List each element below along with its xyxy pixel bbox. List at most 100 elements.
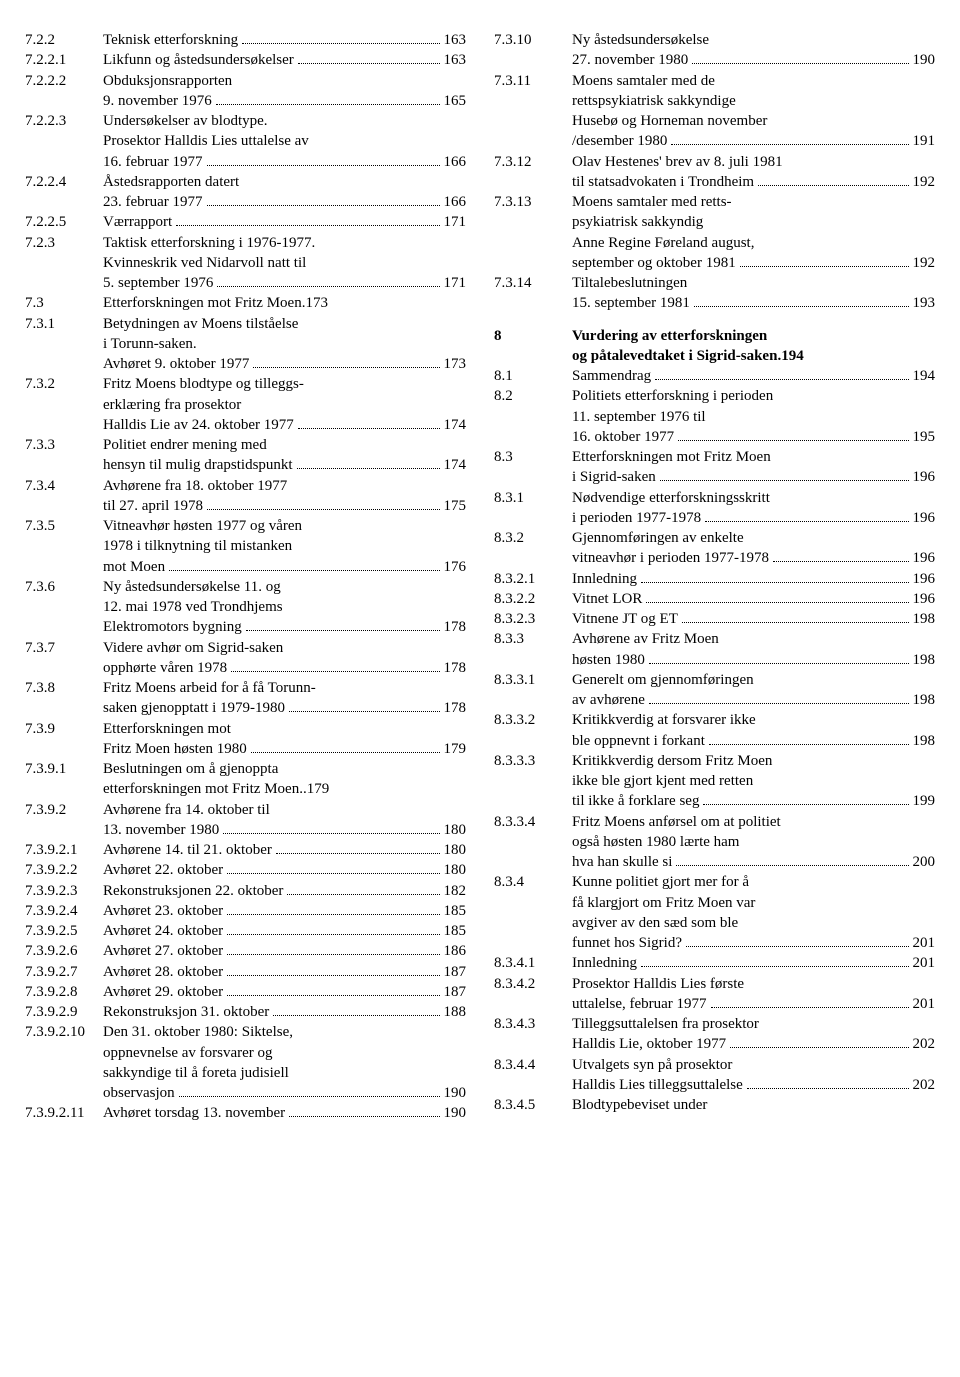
toc-text-wrap: Avhøret 24. oktober 185	[103, 921, 466, 941]
toc-line: Gjennomføringen av enkelte	[572, 528, 935, 548]
toc-line: rettspsykiatrisk sakkyndige	[572, 91, 935, 111]
toc-number: 7.3.8	[25, 678, 103, 698]
toc-line: få klargjort om Fritz Moen var	[572, 893, 935, 913]
toc-entry: 8.3Etterforskningen mot Fritz Moeni Sigr…	[494, 447, 935, 488]
toc-title: Kvinneskrik ved Nidarvoll natt til	[103, 253, 306, 273]
toc-line: Etterforskningen mot	[103, 719, 466, 739]
toc-number: 7.3.11	[494, 71, 572, 91]
toc-text-wrap: Kritikkverdig at forsvarer ikkeble oppne…	[572, 710, 935, 751]
toc-page: 163	[444, 50, 467, 70]
toc-line: 9. november 1976 165	[103, 91, 466, 111]
toc-page: 200	[913, 852, 936, 872]
toc-line: Elektromotors bygning 178	[103, 617, 466, 637]
toc-line: Beslutningen om å gjenoppta	[103, 759, 466, 779]
toc-entry: 7.3.9.2.3Rekonstruksjonen 22. oktober 18…	[25, 881, 466, 901]
toc-entry: 8.3.2.3Vitnene JT og ET 198	[494, 609, 935, 629]
toc-page: 179	[307, 779, 330, 799]
toc-leader-dots	[740, 266, 909, 267]
toc-title: vitneavhør i perioden 1977-1978	[572, 548, 769, 568]
toc-leader-dots	[227, 934, 439, 935]
toc-text-wrap: Beslutningen om å gjenopptaetterforsknin…	[103, 759, 466, 800]
toc-leader-dots	[297, 468, 440, 469]
toc-line: Ny åstedsundersøkelse	[572, 30, 935, 50]
toc-text-wrap: Teknisk etterforskning 163	[103, 30, 466, 50]
toc-entry: 7.3.10Ny åstedsundersøkelse27. november …	[494, 30, 935, 71]
toc-line: Husebø og Horneman november	[572, 111, 935, 131]
toc-entry: 8.2Politiets etterforskning i perioden11…	[494, 386, 935, 447]
toc-number: 8.3.4.4	[494, 1055, 572, 1075]
toc-line: Vurdering av etterforskningen	[572, 326, 935, 346]
toc-line: Anne Regine Føreland august,	[572, 233, 935, 253]
toc-text-wrap: Etterforskningen mot Fritz Moen. 173	[103, 293, 466, 313]
toc-number: 8.3.4.2	[494, 974, 572, 994]
toc-number: 7.2.2.5	[25, 212, 103, 232]
toc-text-wrap: Fritz Moens anførsel om at politietogså …	[572, 812, 935, 873]
toc-page: 180	[444, 840, 467, 860]
toc-line: ble oppnevnt i forkant 198	[572, 731, 935, 751]
toc-text-wrap: Olav Hestenes' brev av 8. juli 1981til s…	[572, 152, 935, 193]
toc-text-wrap: Undersøkelser av blodtype.Prosektor Hall…	[103, 111, 466, 172]
toc-text-wrap: Rekonstruksjonen 22. oktober 182	[103, 881, 466, 901]
toc-title: Etterforskningen mot Fritz Moen	[103, 293, 302, 313]
toc-entry: 7.2.2.5Værrapport 171	[25, 212, 466, 232]
toc-title: Fritz Moens arbeid for å få Torunn-	[103, 678, 316, 698]
toc-title: Kunne politiet gjort mer for å	[572, 872, 749, 892]
toc-number: 7.3.4	[25, 476, 103, 496]
toc-line: Taktisk etterforskning i 1976-1977.	[103, 233, 466, 253]
toc-title: 5. september 1976	[103, 273, 213, 293]
toc-title: Vitneavhør høsten 1977 og våren	[103, 516, 302, 536]
toc-line: 23. februar 1977 166	[103, 192, 466, 212]
toc-line: Utvalgets syn på prosektor	[572, 1055, 935, 1075]
toc-title: Den 31. oktober 1980: Siktelse,	[103, 1022, 293, 1042]
toc-line: Halldis Lie, oktober 1977 202	[572, 1034, 935, 1054]
toc-page: 191	[913, 131, 936, 151]
toc-page: 201	[913, 953, 936, 973]
toc-leader-dots	[694, 306, 909, 307]
toc-leader-dots	[253, 367, 439, 368]
toc-entry: 8.3.3.1Generelt om gjennomføringenav avh…	[494, 670, 935, 711]
toc-page: 190	[913, 50, 936, 70]
toc-text-wrap: Avhøret 27. oktober 186	[103, 941, 466, 961]
toc-title: uttalelse, februar 1977	[572, 994, 707, 1014]
toc-title: Vurdering av etterforskningen	[572, 326, 767, 346]
toc-title: Gjennomføringen av enkelte	[572, 528, 744, 548]
toc-title: Fritz Moens anførsel om at politiet	[572, 812, 781, 832]
toc-text-wrap: Rekonstruksjon 31. oktober 188	[103, 1002, 466, 1022]
toc-title: Moens samtaler med retts-	[572, 192, 732, 212]
toc-page: 186	[444, 941, 467, 961]
toc-title: Værrapport	[103, 212, 172, 232]
toc-text-wrap: Blodtypebeviset under	[572, 1095, 935, 1115]
toc-title: i Sigrid-saken	[572, 467, 656, 487]
toc-number: 7.3.9.2.10	[25, 1022, 103, 1042]
toc-page: 192	[913, 253, 936, 273]
toc-line: Vitnet LOR 196	[572, 589, 935, 609]
toc-line: Prosektor Halldis Lies første	[572, 974, 935, 994]
toc-title: Betydningen av Moens tilståelse	[103, 314, 298, 334]
toc-entry: 8.3.4.1Innledning 201	[494, 953, 935, 973]
toc-leader-dots	[242, 43, 439, 44]
toc-text-wrap: Tiltalebeslutningen15. september 1981 19…	[572, 273, 935, 314]
toc-right-column: 7.3.10Ny åstedsundersøkelse27. november …	[494, 30, 935, 1124]
toc-number: 7.2.2.1	[25, 50, 103, 70]
toc-leader-dots	[289, 711, 439, 712]
toc-page: 202	[913, 1034, 936, 1054]
toc-line: hva han skulle si 200	[572, 852, 935, 872]
toc-entry: 7.3.9.2.9Rekonstruksjon 31. oktober 188	[25, 1002, 466, 1022]
toc-number: 7.2.2.2	[25, 71, 103, 91]
toc-page: 163	[444, 30, 467, 50]
toc-line: vitneavhør i perioden 1977-1978 196	[572, 548, 935, 568]
toc-leader-dots	[207, 165, 440, 166]
toc-title: ble oppnevnt i forkant	[572, 731, 705, 751]
toc-line: Vitneavhør høsten 1977 og våren	[103, 516, 466, 536]
toc-entry: 7.2.2.3Undersøkelser av blodtype.Prosekt…	[25, 111, 466, 172]
toc-title: Likfunn og åstedsundersøkelser	[103, 50, 294, 70]
toc-title: Avhøret 9. oktober 1977	[103, 354, 249, 374]
toc-title: Olav Hestenes' brev av 8. juli 1981	[572, 152, 783, 172]
toc-title: Blodtypebeviset under	[572, 1095, 707, 1115]
toc-page: 174	[444, 455, 467, 475]
toc-leader-dots	[646, 602, 908, 603]
toc-number: 8.3.3.1	[494, 670, 572, 690]
toc-page: 192	[913, 172, 936, 192]
toc-page: 182	[444, 881, 467, 901]
toc-title: Avhøret 29. oktober	[103, 982, 223, 1002]
